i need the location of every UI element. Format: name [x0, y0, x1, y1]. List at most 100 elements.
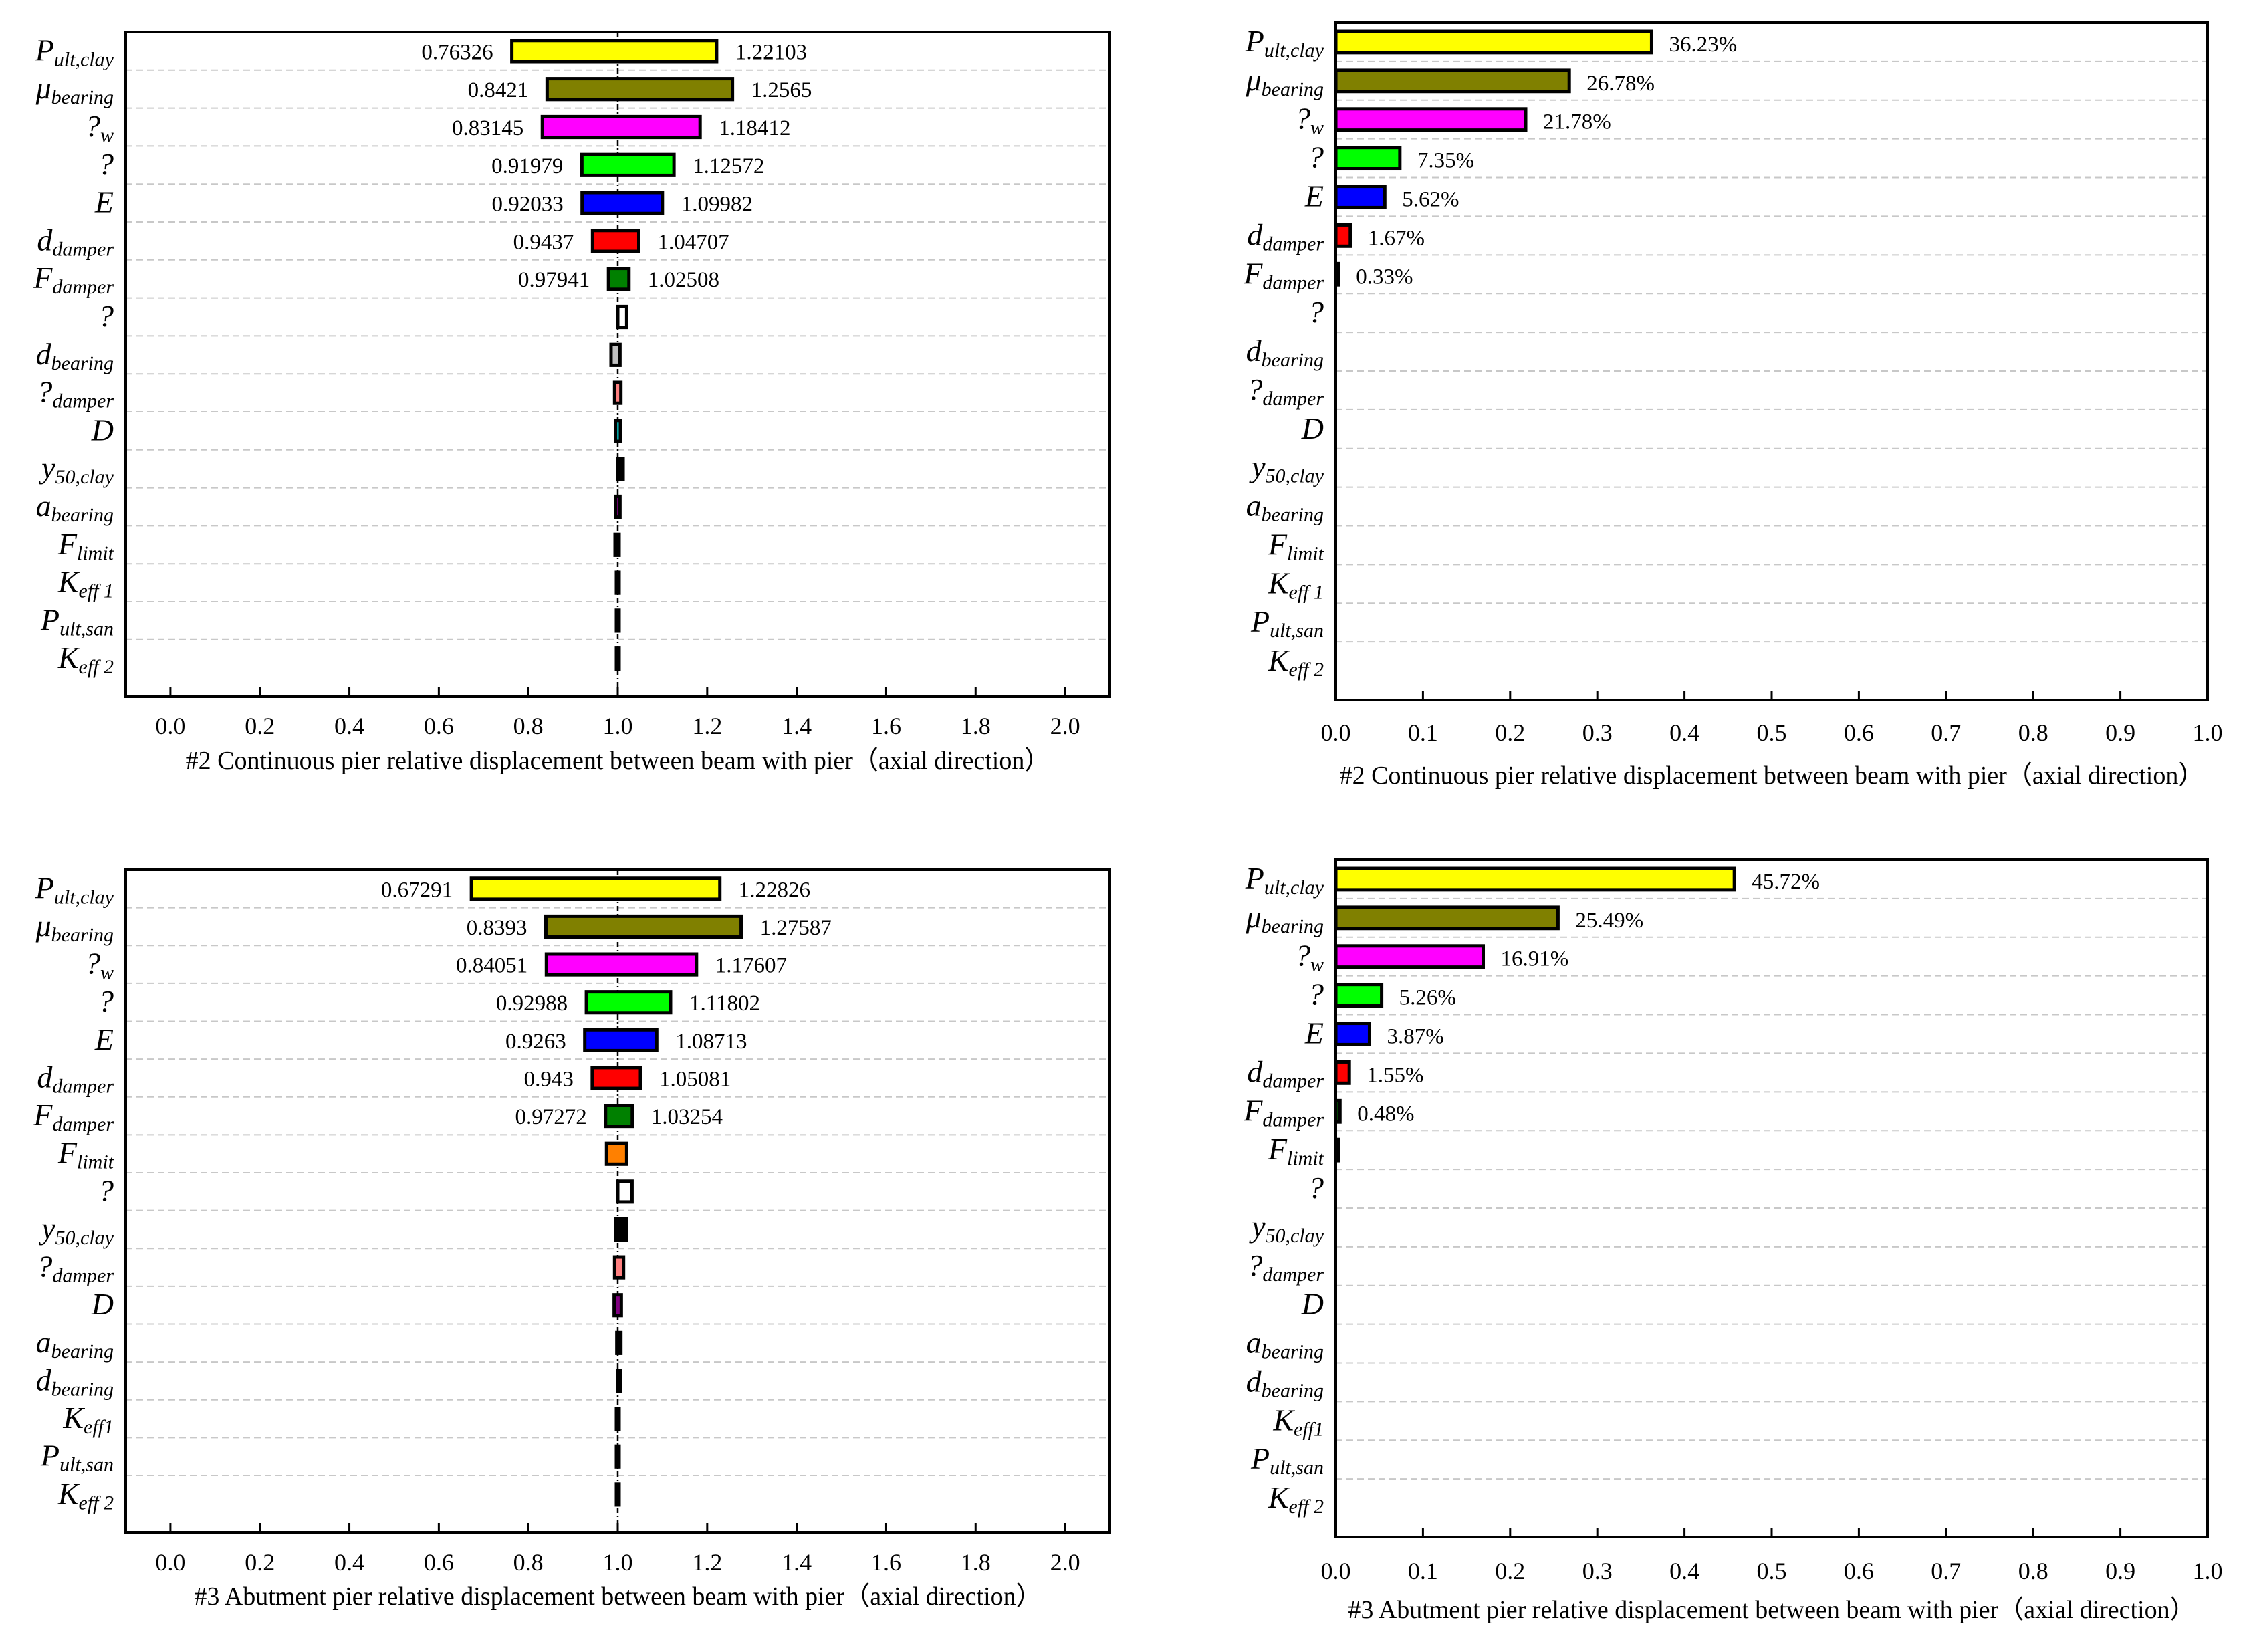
- y-axis-label-main: D: [1301, 1287, 1324, 1321]
- x-tick-label: 2.0: [1050, 713, 1080, 739]
- y-axis-label: Pult,clay: [1245, 861, 1324, 899]
- y-axis-label: ?damper: [1247, 372, 1324, 410]
- y-axis-label-sub: limit: [1287, 542, 1324, 564]
- y-axis-label-sub: ult,san: [1270, 1457, 1324, 1479]
- tornado-bar: [545, 77, 735, 102]
- tornado-bar: [612, 1293, 623, 1318]
- low-value-label: 0.97941: [518, 268, 590, 292]
- bar: [1334, 866, 1736, 892]
- y-axis-label-main: ?: [1308, 140, 1324, 174]
- y-axis-label: dbearing: [36, 337, 114, 374]
- y-axis-label: ?: [1308, 140, 1324, 174]
- y-axis-label-main: P: [1250, 1441, 1270, 1476]
- tornado-bar: [615, 1330, 623, 1355]
- bar: [1334, 983, 1384, 1008]
- high-value-label: 1.08713: [675, 1030, 747, 1054]
- y-axis-label-sub: damper: [52, 1075, 114, 1097]
- high-value-label: 1.22103: [735, 40, 807, 64]
- x-tick-label: 0.0: [1321, 719, 1351, 746]
- low-value-label: 0.92988: [496, 991, 568, 1016]
- y-axis-label: D: [91, 1287, 114, 1321]
- y-axis-label-main: d: [37, 1060, 53, 1094]
- tornado-bar: [583, 1028, 659, 1052]
- y-axis-label-sub: damper: [1262, 233, 1324, 255]
- y-axis-label: μbearing: [35, 909, 114, 946]
- y-axis-label-sub: 50,clay: [55, 1227, 114, 1249]
- tornado-bar: [614, 419, 622, 443]
- y-axis-label-main: μ: [35, 71, 51, 105]
- tornado-bar: [614, 1217, 628, 1242]
- y-axis-label-sub: ult,clay: [1264, 39, 1324, 62]
- bar-value-label: 0.33%: [1356, 265, 1413, 289]
- y-axis-label-main: ?: [85, 109, 100, 143]
- x-tick-label: 1.0: [603, 713, 633, 739]
- y-axis-label-main: ?: [98, 147, 114, 181]
- y-axis-label: abearing: [1246, 489, 1324, 526]
- y-axis-label-main: d: [1246, 334, 1262, 368]
- y-axis-label: Flimit: [57, 527, 114, 564]
- y-axis-label: Keff 2: [57, 1476, 114, 1514]
- y-axis-label-sub: damper: [52, 1113, 114, 1135]
- y-axis-label-sub: bearing: [51, 86, 114, 108]
- y-axis-label: Keff 1: [57, 565, 114, 602]
- y-axis-label-sub: limit: [1287, 1147, 1324, 1169]
- y-axis-label-main: K: [57, 640, 80, 675]
- y-axis-label-sub: bearing: [1262, 1341, 1324, 1363]
- x-tick-label: 0.1: [1408, 1558, 1438, 1584]
- x-tick-label: 0.4: [1669, 719, 1699, 746]
- y-axis-label-main: P: [35, 870, 54, 905]
- y-axis-label-sub: ult,san: [60, 1454, 114, 1476]
- x-tick-label: 0.1: [1408, 719, 1438, 746]
- y-axis-label-main: ?: [1247, 372, 1262, 406]
- y-axis-label-main: d: [1247, 217, 1263, 251]
- y-axis-label-sub: bearing: [1262, 915, 1324, 937]
- y-axis-label: Keff 1: [1268, 566, 1324, 603]
- y-axis-label-sub: w: [1310, 117, 1324, 139]
- tornado-bar: [604, 1104, 634, 1129]
- y-axis-label: ddamper: [1247, 217, 1324, 255]
- x-tick-label: 1.0: [2193, 1558, 2223, 1584]
- tornado-bar: [612, 1255, 626, 1280]
- y-axis-label-main: E: [1304, 1016, 1324, 1050]
- x-tick-label: 0.9: [2105, 1558, 2135, 1584]
- y-axis-label: ?: [98, 1173, 114, 1207]
- x-tick-label: 0.0: [155, 713, 185, 739]
- tornado-bar: [614, 608, 621, 633]
- y-axis-label-main: ?: [1247, 1248, 1262, 1282]
- y-axis-label-sub: damper: [52, 238, 114, 260]
- y-axis-label-sub: eff 2: [79, 1492, 114, 1514]
- y-axis-label: y50,clay: [1249, 1209, 1324, 1247]
- high-value-label: 1.27587: [760, 916, 832, 940]
- y-axis-label-sub: eff 1: [1289, 581, 1324, 603]
- y-axis-label-main: a: [1246, 1326, 1262, 1360]
- low-value-label: 0.943: [524, 1067, 574, 1091]
- tornado-bar: [616, 1179, 634, 1204]
- y-axis-label-main: ?: [98, 299, 114, 333]
- tornado-bar: [590, 1066, 642, 1090]
- y-axis-label: ?: [1308, 977, 1324, 1012]
- bar: [1334, 944, 1486, 969]
- x-tick-label: 0.8: [513, 1549, 544, 1576]
- y-axis-label-sub: eff 2: [1289, 659, 1324, 681]
- high-value-label: 1.11802: [689, 991, 760, 1016]
- tornado-bar: [616, 304, 628, 330]
- x-tick-label: 0.8: [2018, 1558, 2048, 1584]
- y-axis-label: Fdamper: [1243, 256, 1324, 293]
- y-axis-label: y50,clay: [39, 451, 114, 488]
- y-axis-label-main: F: [1243, 1093, 1263, 1127]
- y-axis-label: dbearing: [1246, 1364, 1324, 1401]
- y-axis-label-main: P: [1245, 861, 1264, 895]
- y-axis-label: μbearing: [35, 71, 114, 108]
- y-axis-label-sub: bearing: [51, 924, 114, 946]
- y-axis-label-sub: damper: [1262, 1070, 1324, 1092]
- y-axis-label-main: ?: [1295, 939, 1310, 973]
- y-axis-label-main: F: [33, 261, 53, 295]
- y-axis-label-main: a: [36, 1325, 51, 1359]
- y-axis-label: Fdamper: [1243, 1093, 1324, 1131]
- y-axis-label-sub: w: [100, 962, 114, 984]
- bar: [1334, 29, 1653, 55]
- y-axis-label-main: K: [62, 1401, 85, 1435]
- y-axis-label: dbearing: [36, 1363, 114, 1400]
- y-axis-label: y50,clay: [1249, 450, 1324, 487]
